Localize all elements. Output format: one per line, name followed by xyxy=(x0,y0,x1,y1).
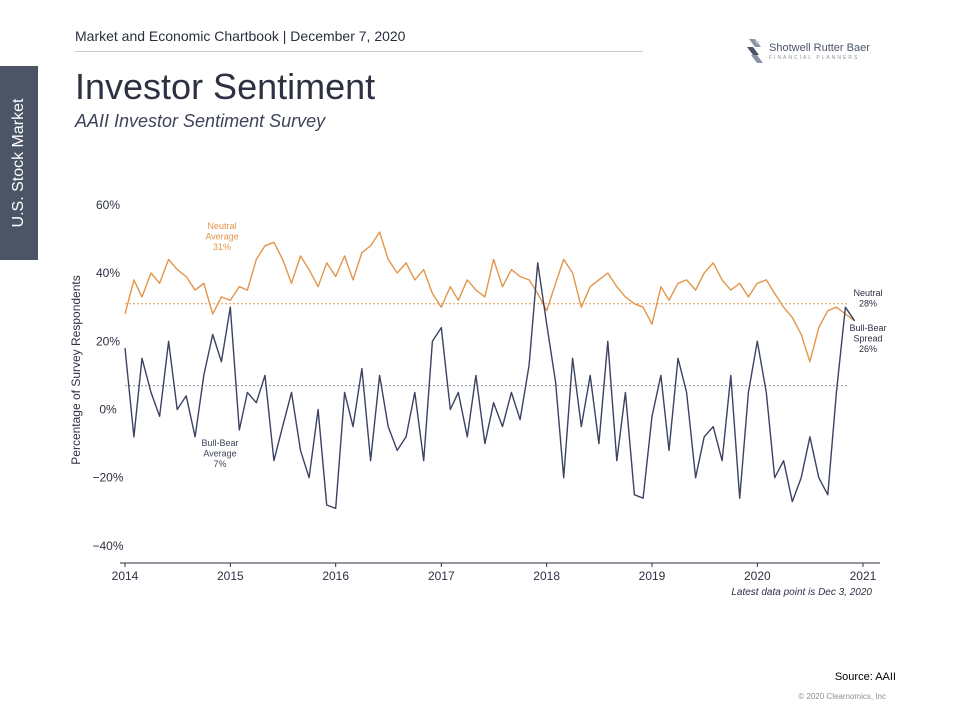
logo-tagline: FINANCIAL PLANNERS xyxy=(769,55,860,61)
x-tick-label: 2014 xyxy=(112,569,139,583)
x-tick-label: 2018 xyxy=(533,569,560,583)
x-axis: 2014 2015 2016 2017 2018 2019 2020 2021 xyxy=(112,562,880,583)
y-tick-label: 60% xyxy=(96,198,120,212)
x-tick-label: 2019 xyxy=(639,569,666,583)
x-tick-label: 2020 xyxy=(744,569,771,583)
bull-bear-average-label: Average xyxy=(203,449,236,459)
x-tick-label: 2021 xyxy=(850,569,877,583)
section-tab: U.S. Stock Market xyxy=(0,66,38,260)
neutral-average-label: 31% xyxy=(213,242,231,252)
x-tick-label: 2017 xyxy=(428,569,455,583)
bull-bear-average-label: 7% xyxy=(213,459,226,469)
neutral-average-label: Neutral xyxy=(207,221,236,231)
chart-annotations: NeutralAverage31%Bull-BearAverage7%Neutr… xyxy=(201,221,886,469)
y-axis: 60% 40% 20% 0% −20% −40% Percentage of Survey … xyxy=(69,198,124,553)
copyright-label: © 2020 Clearnomics, Inc xyxy=(798,692,886,701)
logo-name: Shotwell Rutter Baer xyxy=(769,42,870,54)
neutral-average-label: Average xyxy=(205,232,238,242)
page-subtitle: AAII Investor Sentiment Survey xyxy=(75,111,326,131)
y-tick-label: 0% xyxy=(99,402,117,416)
y-tick-label: −20% xyxy=(92,471,123,485)
spread-end-label: 26% xyxy=(859,344,877,354)
x-tick-label: 2015 xyxy=(217,569,244,583)
company-logo: Shotwell Rutter Baer FINANCIAL PLANNERS xyxy=(745,36,890,70)
chartbook-header-text: Market and Economic Chartbook | December… xyxy=(75,28,406,44)
y-tick-label: 40% xyxy=(96,266,120,280)
y-tick-label: −40% xyxy=(92,539,123,553)
bull-bear-average-label: Bull-Bear xyxy=(201,438,238,448)
source-label: Source: AAII xyxy=(834,671,896,683)
reference-lines xyxy=(125,303,847,387)
neutral-end-label: Neutral xyxy=(853,288,882,298)
y-axis-label: Percentage of Survey Respondents xyxy=(69,275,83,464)
series-line xyxy=(124,231,856,363)
logo-mark-icon xyxy=(747,39,763,63)
series-line xyxy=(124,262,856,510)
neutral-end-label: 28% xyxy=(859,299,877,309)
spread-end-label: Bull-Bear xyxy=(849,323,886,333)
x-tick-label: 2016 xyxy=(322,569,349,583)
y-tick-label: 20% xyxy=(96,334,120,348)
series-lines xyxy=(124,231,856,510)
latest-data-note: Latest data point is Dec 3, 2020 xyxy=(731,587,872,598)
page-title: Investor Sentiment xyxy=(75,66,376,107)
chartbook-header: Market and Economic Chartbook | December… xyxy=(75,28,643,52)
spread-end-label: Spread xyxy=(853,334,882,344)
